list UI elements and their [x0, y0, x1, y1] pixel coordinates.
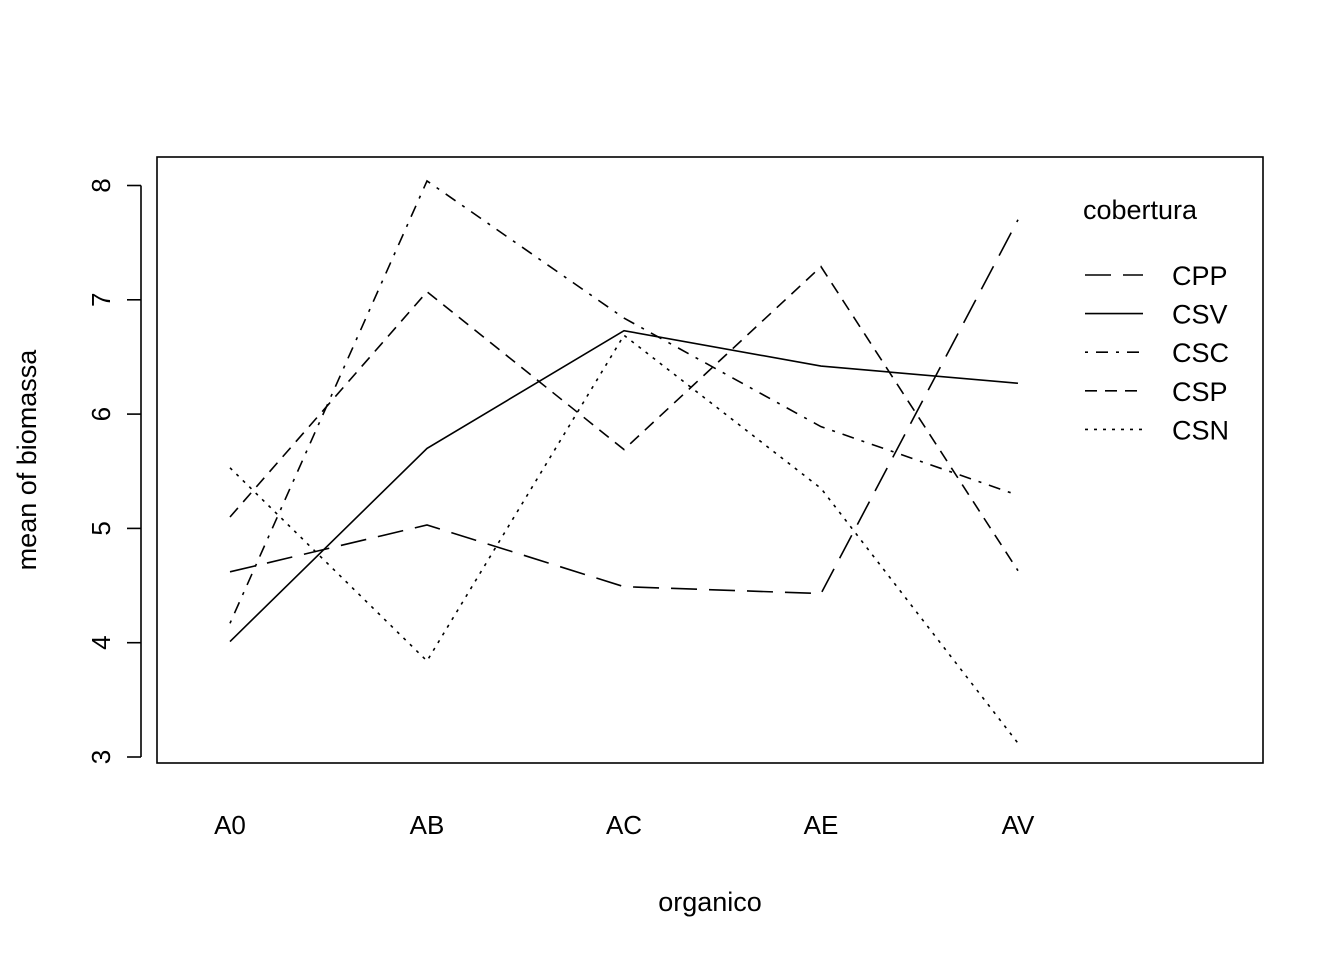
x-tick-label: A0: [214, 810, 246, 840]
y-tick-label: 4: [86, 635, 116, 649]
legend-label-csv: CSV: [1172, 300, 1228, 330]
x-axis-title: organico: [658, 887, 762, 917]
x-tick-label: AC: [606, 810, 642, 840]
x-tick-label: AE: [804, 810, 839, 840]
x-tick-label: AB: [410, 810, 445, 840]
y-tick-label: 7: [86, 293, 116, 307]
legend-title: cobertura: [1083, 195, 1198, 225]
y-tick-label: 3: [86, 750, 116, 764]
series-lines: [229, 179, 1019, 744]
series-line-csp: [229, 265, 1019, 572]
y-tick-label: 6: [86, 407, 116, 421]
legend: cobertura CPP CSV CSC CSP CSN: [1083, 195, 1229, 445]
legend-label-csn: CSN: [1172, 415, 1229, 445]
legend-label-cpp: CPP: [1172, 261, 1228, 291]
y-tick-label: 5: [86, 521, 116, 535]
x-tick-label: AV: [1002, 810, 1035, 840]
legend-label-csp: CSP: [1172, 377, 1228, 407]
series-line-csv: [229, 329, 1019, 643]
legend-label-csc: CSC: [1172, 338, 1229, 368]
series-line-cpp: [229, 219, 1019, 595]
y-axis-title: mean of biomassa: [12, 349, 42, 571]
series-line-csn: [229, 334, 1019, 744]
y-tick-label: 8: [86, 178, 116, 192]
plot-frame: [156, 156, 1264, 764]
y-axis: 3 4 5 6 7 8: [86, 178, 142, 764]
x-axis: A0 AB AC AE AV: [214, 810, 1035, 840]
series-line-csc: [229, 179, 1019, 624]
